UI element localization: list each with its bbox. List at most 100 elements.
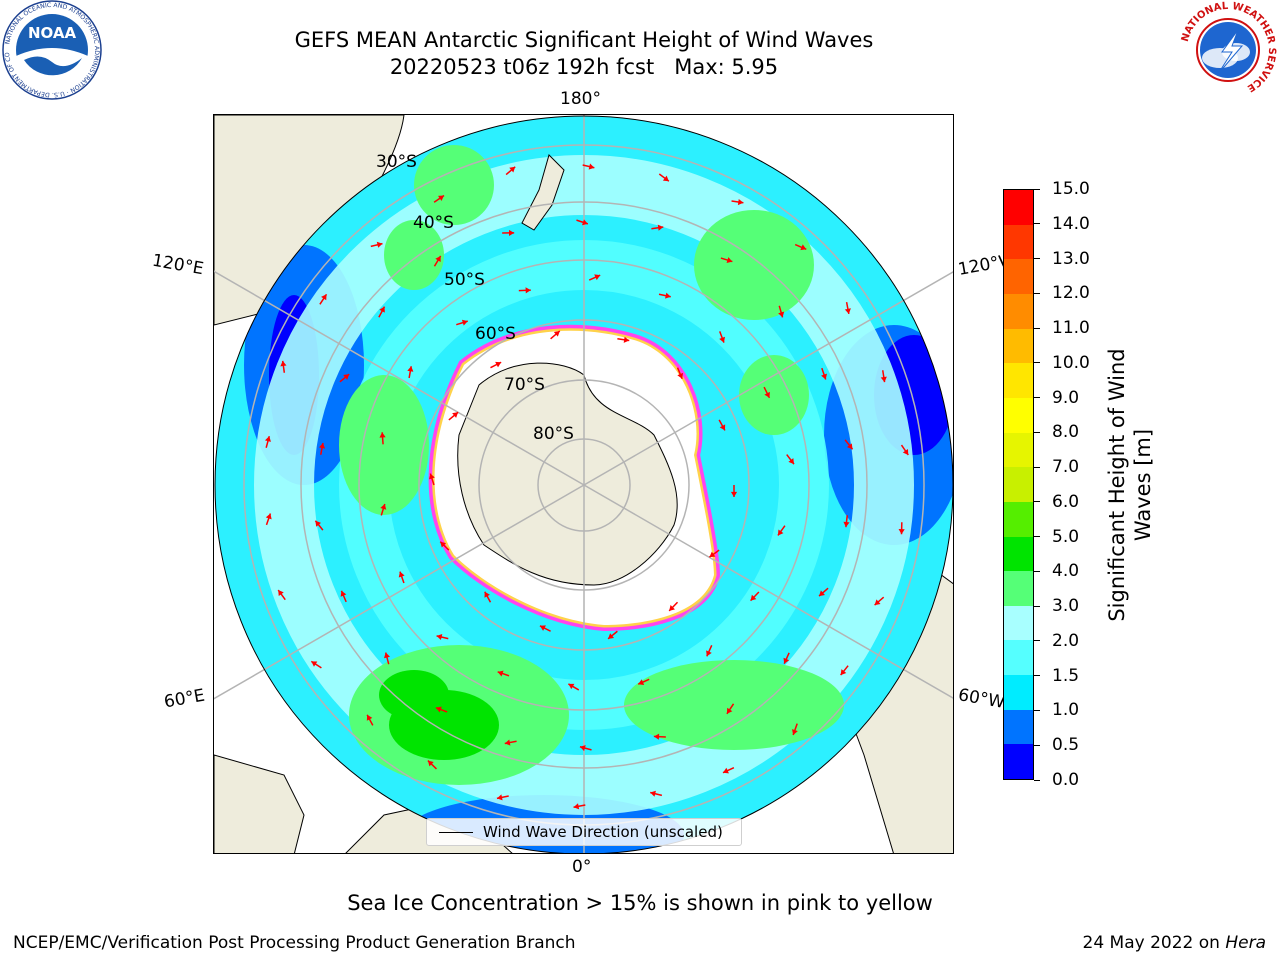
wave-direction-arrowhead: [366, 714, 373, 721]
legend-line-icon: [439, 831, 473, 833]
legend-label: Wind Wave Direction (unscaled): [483, 823, 723, 841]
colorbar-tick: 11.0: [1034, 318, 1114, 338]
colorbar-tick: 0.5: [1034, 735, 1114, 755]
colorbar-segment: [1004, 709, 1033, 745]
wave-direction-arrowhead: [553, 330, 560, 337]
map-label: 120°E: [150, 250, 206, 280]
polar-map: [214, 115, 953, 853]
wave-moderate-region: [339, 375, 429, 515]
colorbar-tick: 12.0: [1034, 283, 1114, 303]
wave-direction-arrowhead: [435, 255, 441, 262]
colorbar-segment: [1004, 640, 1033, 676]
map-boundary: [214, 115, 953, 853]
wave-direction-arrowhead: [539, 625, 546, 631]
map-label: 60°E: [162, 685, 207, 713]
wave-direction-arrowhead: [582, 219, 588, 226]
wave-direction-arrowhead: [379, 432, 386, 438]
map-label: 70°S: [504, 375, 545, 395]
colorbar-segment: [1004, 744, 1033, 779]
wave-direction-arrowhead: [340, 590, 347, 597]
wave-direction-arrowhead: [495, 361, 502, 368]
svg-text:NOAA: NOAA: [28, 24, 77, 42]
colorbar-tick: 3.0: [1034, 596, 1114, 616]
colorbar-segment: [1004, 190, 1033, 225]
wave-moderate-region: [624, 660, 844, 750]
wave-direction-arrowhead: [504, 739, 511, 746]
wave-direction-arrowhead: [496, 794, 503, 801]
colorbar: [1003, 189, 1034, 780]
wave-direction-arrowhead: [608, 633, 615, 639]
wave-direction-arrowhead: [343, 374, 350, 380]
wave-direction-arrowhead: [821, 373, 827, 380]
colorbar-tick: 7.0: [1034, 457, 1114, 477]
colorbar-ticks: 0.0 0.5 1.0 1.5 2.0 3.0 4.0 5.0 6.0 7.0 8.0 9.0 10.0…: [1034, 179, 1114, 790]
chart-subtitle: 20220523 t06z 192h fcst Max: 5.95: [389, 55, 779, 79]
wave-direction-arrowhead: [398, 571, 405, 578]
wave-direction-arrowhead: [525, 287, 531, 294]
colorbar-segment: [1004, 259, 1033, 295]
colorbar-tick: 5.0: [1034, 527, 1114, 547]
wave-direction-arrowhead: [321, 294, 327, 301]
wave-direction-arrowhead: [722, 767, 729, 774]
wave-direction-arrowhead: [318, 442, 326, 449]
wave-direction-arrowhead: [800, 244, 807, 251]
wave-direction-arrowhead: [846, 443, 853, 450]
meridian-gridline: [583, 271, 953, 486]
colorbar-tick: 4.0: [1034, 561, 1114, 581]
wave-direction-arrowhead: [719, 336, 726, 343]
wave-direction-arrowhead: [778, 311, 785, 318]
wave-direction-arrowhead: [623, 336, 630, 343]
map-frame: [213, 114, 954, 854]
wave-direction-arrowhead: [819, 590, 825, 597]
wave-direction-arrowhead: [902, 449, 909, 456]
meridian-gridline: [214, 270, 585, 486]
wave-direction-arrowhead: [669, 605, 675, 611]
map-label: 60°W: [956, 685, 1007, 713]
footer-host: Hera: [1225, 933, 1266, 953]
colorbar-segment: [1004, 432, 1033, 468]
colorbar-tick: 0.0: [1034, 770, 1114, 790]
colorbar-segment: [1004, 467, 1033, 502]
colorbar-tick: 8.0: [1034, 422, 1114, 442]
wave-direction-arrowhead: [653, 733, 660, 740]
colorbar-segment: [1004, 536, 1033, 572]
map-legend: Wind Wave Direction (unscaled): [426, 818, 742, 846]
wave-direction-arrowhead: [843, 521, 850, 528]
meridian-gridline: [214, 484, 585, 700]
map-label: 180°: [560, 89, 601, 109]
wave-direction-arrowhead: [407, 366, 414, 372]
wave-direction-arrowhead: [844, 308, 851, 314]
wave-direction-arrowhead: [436, 634, 443, 641]
wave-direction-arrowhead: [730, 491, 738, 497]
wave-moderate-region: [739, 355, 809, 435]
wave-direction-arrowhead: [573, 803, 580, 810]
colorbar-tick: 1.0: [1034, 700, 1114, 720]
colorbar-segment: [1004, 571, 1033, 606]
wind-wave-arrows: [264, 163, 909, 810]
footer-date: 24 May 2022 on Hera: [1082, 933, 1267, 953]
wave-direction-arrowhead: [435, 706, 442, 713]
wave-direction-arrowhead: [280, 360, 287, 367]
noaa-logo: NATIONAL OCEANIC AND ATMOSPHERIC ADMINIS…: [1, 0, 102, 100]
wave-direction-arrowhead: [783, 657, 790, 664]
wave-direction-arrowhead: [657, 224, 664, 231]
wave-direction-arrowhead: [764, 391, 770, 398]
wave-direction-arrowhead: [706, 650, 712, 657]
wave-direction-arrowhead: [440, 541, 447, 548]
wave-direction-arrowhead: [461, 319, 468, 326]
wave-direction-arrowhead: [726, 707, 733, 714]
colorbar-segment: [1004, 501, 1033, 537]
land-new-zealand: [521, 154, 565, 231]
colorbar-segment: [1004, 605, 1033, 641]
wave-direction-arrowhead: [509, 166, 516, 173]
wave-direction-arrowhead: [278, 590, 284, 596]
wave-direction-arrowhead: [650, 790, 656, 797]
wave-moderate-region: [384, 220, 444, 290]
colorbar-tick: 1.5: [1034, 666, 1114, 686]
land-africa: [214, 754, 305, 853]
wave-direction-arrowhead: [594, 274, 601, 281]
wave-direction-arrowhead: [662, 175, 669, 182]
colorbar-tick: 2.0: [1034, 631, 1114, 651]
wave-direction-arrowhead: [484, 591, 490, 598]
wave-direction-arrowhead: [719, 424, 726, 431]
